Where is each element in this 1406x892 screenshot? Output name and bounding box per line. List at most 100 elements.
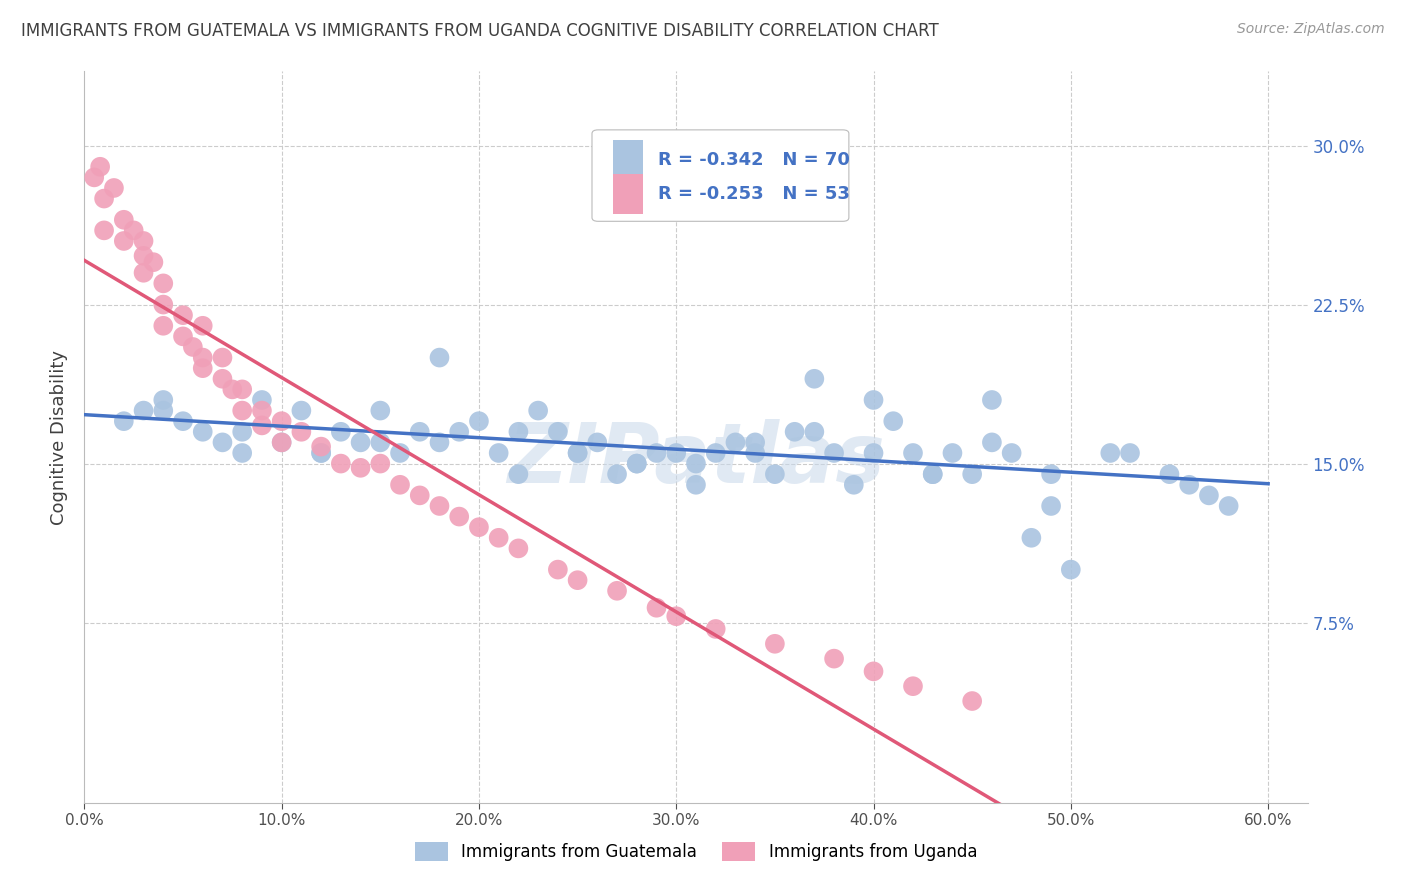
Point — [112, 414, 135, 428]
Y-axis label: Cognitive Disability: Cognitive Disability — [51, 350, 69, 524]
Point — [409, 425, 432, 439]
Point — [1159, 467, 1181, 482]
Point — [763, 637, 786, 651]
Point — [1040, 499, 1063, 513]
Point — [349, 435, 371, 450]
Point — [132, 266, 155, 280]
Point — [744, 435, 766, 450]
Point — [181, 340, 204, 354]
Point — [112, 212, 135, 227]
Point — [508, 467, 530, 482]
Point — [606, 467, 628, 482]
Point — [626, 457, 648, 471]
Text: IMMIGRANTS FROM GUATEMALA VS IMMIGRANTS FROM UGANDA COGNITIVE DISABILITY CORRELA: IMMIGRANTS FROM GUATEMALA VS IMMIGRANTS … — [21, 22, 939, 40]
Point — [1198, 488, 1220, 502]
Point — [211, 351, 233, 365]
Text: R = -0.342   N = 70: R = -0.342 N = 70 — [658, 152, 849, 169]
Point — [112, 234, 135, 248]
Point — [368, 457, 391, 471]
FancyBboxPatch shape — [592, 130, 849, 221]
Point — [960, 694, 983, 708]
Point — [309, 446, 332, 460]
Point — [488, 531, 510, 545]
Point — [329, 457, 352, 471]
Point — [941, 446, 963, 460]
Point — [1218, 499, 1240, 513]
Point — [429, 351, 451, 365]
Point — [763, 467, 786, 482]
Point — [152, 297, 174, 311]
Point — [172, 308, 194, 322]
Point — [823, 651, 845, 665]
Point — [724, 435, 747, 450]
Point — [862, 392, 884, 407]
FancyBboxPatch shape — [613, 174, 644, 214]
Point — [103, 181, 125, 195]
Point — [1119, 446, 1142, 460]
Point — [270, 414, 292, 428]
Point — [221, 383, 243, 397]
Point — [547, 563, 569, 577]
Point — [862, 665, 884, 679]
Point — [645, 600, 668, 615]
Point — [488, 446, 510, 460]
Point — [250, 392, 273, 407]
FancyBboxPatch shape — [613, 140, 644, 180]
Point — [191, 318, 214, 333]
Point — [142, 255, 165, 269]
Point — [449, 509, 471, 524]
Point — [132, 234, 155, 248]
Point — [122, 223, 145, 237]
Point — [389, 477, 412, 491]
Point — [921, 467, 943, 482]
Point — [250, 403, 273, 417]
Point — [89, 160, 111, 174]
Point — [567, 573, 589, 587]
Point — [152, 277, 174, 291]
Text: ZIPatlas: ZIPatlas — [508, 418, 884, 500]
Point — [191, 425, 214, 439]
Point — [921, 467, 943, 482]
Point — [665, 609, 688, 624]
Point — [231, 403, 253, 417]
Point — [685, 457, 707, 471]
Point — [389, 446, 412, 460]
Point — [586, 435, 609, 450]
Legend: Immigrants from Guatemala, Immigrants from Uganda: Immigrants from Guatemala, Immigrants fr… — [408, 835, 984, 868]
Point — [960, 467, 983, 482]
Point — [231, 446, 253, 460]
Point — [980, 435, 1002, 450]
Point — [290, 425, 312, 439]
Point — [250, 418, 273, 433]
Point — [211, 372, 233, 386]
Point — [823, 446, 845, 460]
Point — [1001, 446, 1024, 460]
Point — [626, 457, 648, 471]
Point — [93, 223, 115, 237]
Point — [882, 414, 904, 428]
Point — [211, 435, 233, 450]
Point — [1021, 531, 1043, 545]
Point — [231, 425, 253, 439]
Point — [704, 446, 727, 460]
Point — [309, 440, 332, 454]
Point — [901, 679, 924, 693]
Point — [685, 477, 707, 491]
Point — [842, 477, 865, 491]
Point — [665, 446, 688, 460]
Point — [449, 425, 471, 439]
Point — [368, 403, 391, 417]
Point — [1099, 446, 1122, 460]
Point — [704, 622, 727, 636]
Point — [901, 446, 924, 460]
Point — [83, 170, 105, 185]
Point — [803, 425, 825, 439]
Point — [429, 499, 451, 513]
Point — [645, 446, 668, 460]
Point — [1178, 477, 1201, 491]
Point — [270, 435, 292, 450]
Point — [606, 583, 628, 598]
Point — [152, 392, 174, 407]
Point — [93, 192, 115, 206]
Point — [409, 488, 432, 502]
